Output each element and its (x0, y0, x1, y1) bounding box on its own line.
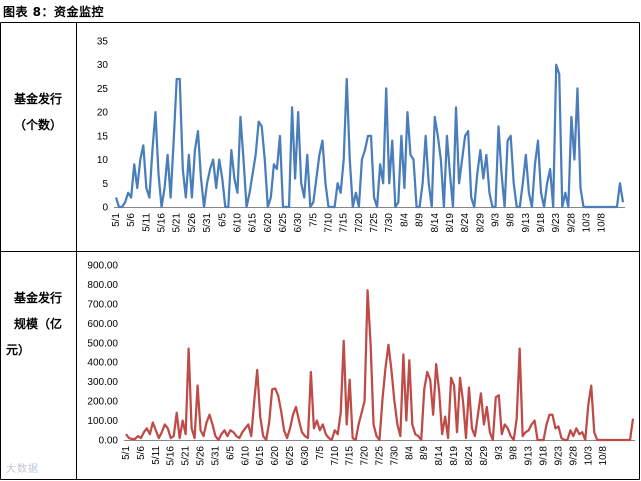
x-tick-label: 7/20 (360, 446, 371, 466)
x-tick-label: 5/26 (196, 446, 207, 466)
y-tick-label: 700.00 (87, 299, 118, 310)
x-tick-label: 6/30 (293, 213, 304, 233)
x-tick-label: 6/5 (217, 213, 228, 227)
x-tick-label: 7/30 (384, 213, 395, 233)
row-label-fund-count: 基金发行 （个数） (0, 86, 76, 138)
y-tick-label: 200.00 (87, 397, 118, 408)
x-tick-label: 8/4 (404, 446, 415, 460)
x-tick-label: 9/8 (509, 446, 520, 460)
x-tick-label: 5/31 (210, 446, 221, 466)
table-borders (0, 22, 640, 480)
y-tick-label: 35 (97, 37, 109, 48)
x-tick-label: 8/19 (449, 446, 460, 466)
x-tick-label: 7/25 (375, 446, 386, 466)
series-line (114, 63, 625, 209)
y-tick-label: 600.00 (87, 319, 118, 330)
x-tick-label: 5/21 (172, 213, 183, 233)
x-tick-label: 6/15 (248, 213, 259, 233)
x-tick-label: 8/19 (445, 213, 456, 233)
x-tick-label: 6/20 (270, 446, 281, 466)
y-tick-label: 0.00 (99, 436, 119, 447)
x-tick-label: 7/5 (308, 213, 319, 227)
x-tick-label: 6/30 (300, 446, 311, 466)
x-tick-label: 9/3 (490, 213, 501, 227)
x-tick-label: 5/26 (187, 213, 198, 233)
x-tick-label: 6/10 (240, 446, 251, 466)
x-tick-label: 5/6 (126, 213, 137, 227)
x-tick-label: 5/21 (181, 446, 192, 466)
y-tick-label: 800.00 (87, 280, 118, 291)
x-tick-label: 7/25 (369, 213, 380, 233)
x-tick-label: 8/24 (464, 446, 475, 466)
y-tick-label: 30 (97, 60, 109, 71)
x-tick-label: 9/18 (536, 213, 547, 233)
figure-caption: 图表 8：资金监控 (3, 5, 105, 19)
y-tick-label: 0 (102, 203, 108, 214)
x-tick-label: 9/28 (568, 446, 579, 466)
row-label-line: 元） (6, 343, 31, 357)
x-tick-label: 9/23 (553, 446, 564, 466)
x-tick-label: 6/10 (232, 213, 243, 233)
x-tick-label: 6/5 (225, 446, 236, 460)
x-tick-label: 9/8 (506, 213, 517, 227)
row-label-line: （个数） (13, 118, 62, 132)
x-tick-label: 8/9 (415, 213, 426, 227)
x-tick-label: 5/1 (121, 446, 132, 460)
y-tick-label: 5 (102, 179, 108, 190)
x-tick-label: 5/11 (151, 446, 162, 465)
x-tick-label: 9/18 (539, 446, 550, 466)
x-tick-label: 7/10 (324, 213, 335, 233)
row-label-line: 规模（亿 (13, 317, 62, 331)
x-tick-label: 10/3 (583, 446, 594, 466)
x-tick-label: 7/30 (389, 446, 400, 466)
x-tick-label: 9/23 (551, 213, 562, 233)
x-tick-label: 8/29 (475, 213, 486, 233)
x-tick-label: 5/6 (136, 446, 147, 460)
x-tick-label: 8/4 (399, 213, 410, 227)
y-tick-label: 10 (97, 155, 109, 166)
x-tick-label: 7/20 (354, 213, 365, 233)
x-tick-label: 10/8 (598, 446, 609, 466)
y-tick-label: 100.00 (87, 416, 118, 427)
x-tick-label: 6/25 (278, 213, 289, 233)
x-tick-label: 8/14 (430, 213, 441, 233)
x-tick-label: 5/31 (202, 213, 213, 233)
x-tick-label: 5/1 (111, 213, 122, 227)
y-tick-label: 400.00 (87, 358, 118, 369)
x-tick-label: 9/13 (524, 446, 535, 466)
y-tick-label: 25 (97, 84, 109, 95)
row-label-line: 基金发行 (13, 92, 62, 106)
x-tick-label: 6/25 (285, 446, 296, 466)
x-tick-label: 8/24 (460, 213, 471, 233)
x-tick-label: 10/8 (597, 213, 608, 233)
x-tick-label: 9/3 (494, 446, 505, 460)
y-tick-label: 15 (97, 131, 109, 142)
x-tick-label: 9/13 (521, 213, 532, 233)
x-tick-label: 9/28 (566, 213, 577, 233)
x-tick-label: 8/14 (434, 446, 445, 466)
x-tick-label: 8/29 (479, 446, 490, 466)
row-label-fund-size: 基金发行 规模（亿 元） (0, 285, 76, 363)
y-tick-label: 900.00 (87, 261, 118, 272)
y-tick-label: 500.00 (87, 338, 118, 349)
x-tick-label: 5/16 (166, 446, 177, 466)
watermark-text: 大数据 (6, 464, 39, 475)
x-tick-label: 7/15 (339, 213, 350, 233)
x-tick-label: 5/16 (157, 213, 168, 233)
x-tick-label: 7/10 (330, 446, 341, 466)
chart-fund-size: 0.00 100.00 200.00 300.00 400.00 500.00 600.00… (87, 261, 635, 466)
y-tick-label: 20 (97, 108, 109, 119)
x-tick-label: 7/15 (345, 446, 356, 466)
chart-fund-count: 0 5 10 15 20 25 30 35 5/1 5/6 5/11 5/16 5/21 5/26 5/31… (97, 37, 625, 233)
y-tick-label: 300.00 (87, 377, 118, 388)
x-tick-label: 7/5 (315, 446, 326, 460)
x-tick-label: 8/9 (419, 446, 430, 460)
x-tick-label: 6/20 (263, 213, 274, 233)
x-tick-label: 5/11 (141, 213, 152, 232)
x-tick-label: 6/15 (255, 446, 266, 466)
row-label-line: 基金发行 (13, 291, 62, 305)
series-line (125, 289, 635, 442)
x-tick-label: 10/3 (582, 213, 593, 233)
